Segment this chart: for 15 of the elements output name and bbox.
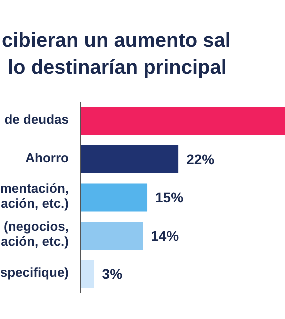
bar (81, 146, 179, 174)
y-tick-label: specifique) (0, 265, 69, 280)
y-tick-label: Ahorro (26, 150, 70, 166)
y-tick-label: (negocios, ación, etc.) (1, 220, 69, 250)
bar (81, 184, 148, 212)
chart-title: cibieran un aumento sal lo destinarían principal (2, 29, 232, 81)
data-label: 15% (156, 190, 184, 206)
bar (81, 222, 144, 250)
bar (81, 107, 285, 136)
data-label: 14% (151, 228, 180, 244)
y-tick-label: de deudas (4, 112, 69, 128)
data-label: 3% (102, 266, 124, 282)
data-label: 22% (186, 152, 216, 168)
bar (81, 260, 94, 288)
y-tick-label: mentación, ación, etc.) (0, 181, 69, 212)
